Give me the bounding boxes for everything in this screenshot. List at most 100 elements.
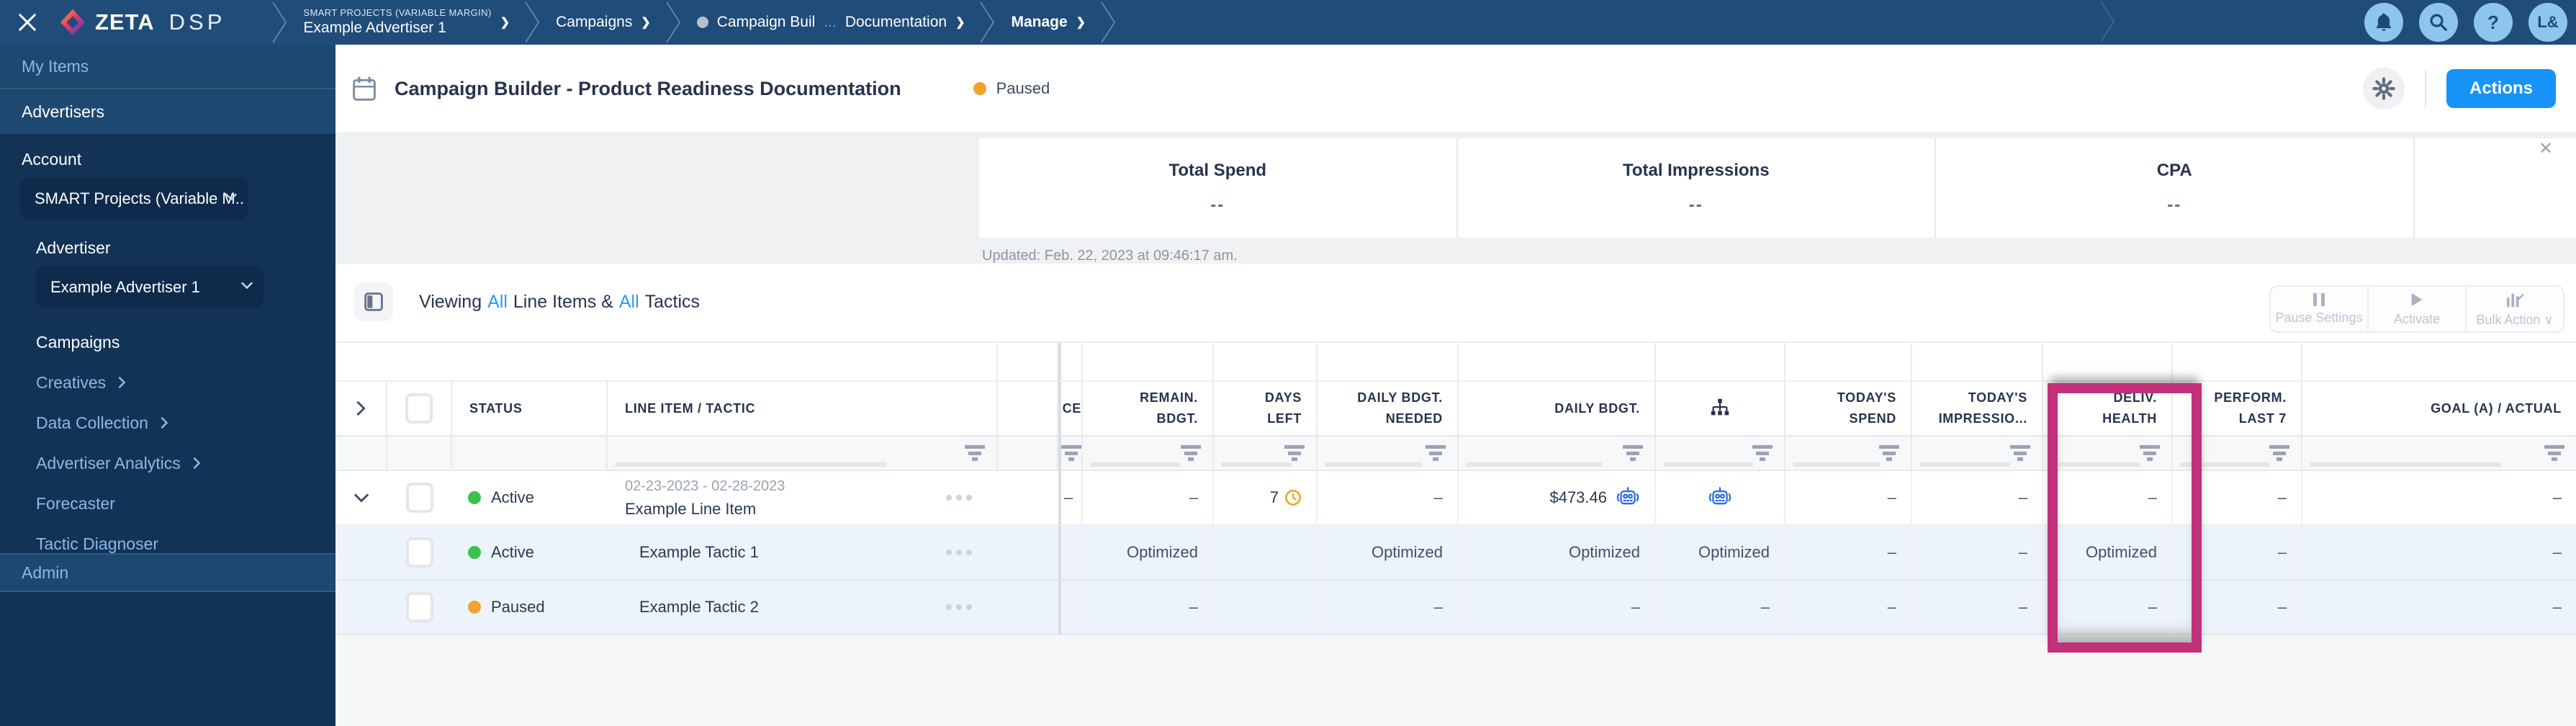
col-goal-actual[interactable]: GOAL (A) / ACTUAL <box>2302 382 2576 436</box>
robot-icon[interactable] <box>1708 487 1732 508</box>
filter-icon[interactable] <box>1181 445 1201 461</box>
filter-todays-spend[interactable] <box>1785 436 1912 471</box>
filter-icon[interactable] <box>2269 445 2289 461</box>
account-select[interactable]: SMART Projects (Variable M.. <box>20 178 248 220</box>
all-tactics-link[interactable]: All <box>618 291 639 312</box>
user-avatar[interactable]: L& <box>2528 3 2567 42</box>
sidebar-item-campaigns[interactable]: Campaigns <box>0 331 335 353</box>
col-delivery-health[interactable]: DELIV. HEALTH <box>2043 382 2173 436</box>
paused-status-dot <box>973 82 986 95</box>
close-icon[interactable] <box>0 13 55 32</box>
status-label: Paused <box>491 598 545 616</box>
advertiser-select[interactable]: Example Advertiser 1 <box>36 266 264 308</box>
filter-delivery-health[interactable] <box>2043 436 2173 471</box>
filter-todays-impressions[interactable] <box>1912 436 2043 471</box>
line-item-cell[interactable]: 02-23-2023 - 02-28-2023 Example Line Ite… <box>608 471 998 526</box>
filter-icon[interactable] <box>1879 445 1899 461</box>
column-panel-button[interactable] <box>354 282 393 321</box>
row-checkbox[interactable] <box>406 537 433 568</box>
filter-remaining-budget[interactable] <box>1083 436 1214 471</box>
filter-family[interactable] <box>1656 436 1785 471</box>
tactic-cell[interactable]: Example Tactic 2 <box>608 581 998 635</box>
sidebar-item-label: Advertiser Analytics <box>36 453 181 472</box>
select-all-checkbox[interactable] <box>405 393 433 424</box>
help-button[interactable]: ? <box>2474 3 2513 42</box>
sidebar-item-data-collection[interactable]: Data Collection <box>0 412 335 434</box>
sidebar-item-creatives[interactable]: Creatives <box>0 372 335 393</box>
sidebar-item-admin[interactable]: Admin <box>0 553 335 592</box>
filter-icon[interactable] <box>965 445 985 461</box>
col-family[interactable] <box>1656 382 1785 436</box>
daily-budget-needed-cell: Optimized <box>1318 526 1459 581</box>
bulk-action-button[interactable]: Bulk Action ∨ <box>2465 287 2563 331</box>
pause-settings-button[interactable]: Pause Settings <box>2271 287 2367 331</box>
col-daily-budget[interactable]: DAILY BDGT. <box>1459 382 1656 436</box>
filter-pace[interactable] <box>1058 436 1083 471</box>
breadcrumb-campaigns[interactable]: Campaigns ❯ <box>556 14 651 31</box>
filter-icon[interactable] <box>1284 445 1305 461</box>
campaign-status-dot <box>696 17 708 28</box>
filter-line-item[interactable] <box>608 436 998 471</box>
col-todays-impressions[interactable]: TODAY'S IMPRESSIO... <box>1912 382 2043 436</box>
sidebar-item-advertisers[interactable]: Advertisers <box>0 88 335 134</box>
settings-button[interactable] <box>2362 68 2405 109</box>
filter-goal-actual[interactable] <box>2302 436 2576 471</box>
bell-icon <box>2376 13 2392 32</box>
tactic-cell[interactable]: Example Tactic 1 <box>608 526 998 581</box>
filter-icon[interactable] <box>2544 445 2564 461</box>
stat-value: -- <box>1688 195 1703 215</box>
sidebar-item-forecaster[interactable]: Forecaster <box>0 493 335 514</box>
breadcrumb-campaign[interactable]: Campaign Buil ... Documentation ❯ <box>696 14 965 31</box>
row-menu-icon[interactable] <box>946 550 972 555</box>
row-select-cell <box>387 581 452 635</box>
search-button[interactable] <box>2419 3 2458 42</box>
breadcrumb-account-advertiser[interactable]: SMART PROJECTS (VARIABLE MARGIN) Example… <box>303 7 510 38</box>
breadcrumb-manage[interactable]: Manage ❯ <box>1011 14 1086 31</box>
col-daily-budget-needed[interactable]: DAILY BDGT. NEEDED <box>1318 382 1459 436</box>
robot-icon[interactable] <box>1616 487 1640 508</box>
sidebar-item-my-items[interactable]: My Items <box>22 57 89 76</box>
col-line-item-tactic[interactable]: LINE ITEM / TACTIC <box>608 382 998 436</box>
daily-budget-needed-cell: – <box>1318 471 1459 526</box>
zeta-dsp-logo[interactable]: ZETA DSP <box>60 9 225 36</box>
filter-icon[interactable] <box>1623 445 1643 461</box>
filter-icon[interactable] <box>1426 445 1446 461</box>
col-pace[interactable]: PACE <box>1058 382 1083 436</box>
col-todays-spend[interactable]: TODAY'S SPEND <box>1785 382 1912 436</box>
filter-performance-last7[interactable] <box>2173 436 2302 471</box>
col-days-left[interactable]: DAYS LEFT <box>1214 382 1318 436</box>
close-stats-icon[interactable]: ✕ <box>2538 139 2553 158</box>
filter-daily-budget-needed[interactable] <box>1318 436 1459 471</box>
actions-button[interactable]: Actions <box>2446 69 2556 108</box>
row-menu-icon[interactable] <box>946 495 972 501</box>
filter-icon[interactable] <box>1061 445 1081 461</box>
notifications-button[interactable] <box>2364 3 2403 42</box>
stat-label: CPA <box>2156 161 2192 180</box>
collapse-all-cell[interactable] <box>335 382 387 436</box>
filter-daily-budget[interactable] <box>1459 436 1656 471</box>
filter-icon[interactable] <box>2010 445 2030 461</box>
breadcrumb-truncation-dots: ... <box>824 14 837 30</box>
expand-cell[interactable] <box>335 471 387 526</box>
row-checkbox[interactable] <box>406 483 433 513</box>
col-remaining-budget[interactable]: REMAIN. BDGT. <box>1083 382 1214 436</box>
activate-button[interactable]: Activate <box>2367 287 2465 331</box>
all-line-items-link[interactable]: All <box>487 291 508 312</box>
col-performance-last7[interactable]: PERFORM. LAST 7 <box>2173 382 2302 436</box>
question-mark-icon: ? <box>2487 11 2499 33</box>
zeta-diamond-icon <box>60 9 85 36</box>
sidebar: My Items Advertisers Account SMART Proje… <box>0 45 335 726</box>
filter-days-left[interactable] <box>1214 436 1318 471</box>
sidebar-item-advertiser-analytics[interactable]: Advertiser Analytics <box>0 452 335 474</box>
chevron-right-icon: ❯ <box>500 17 510 29</box>
activate-label: Activate <box>2393 311 2441 326</box>
col-status[interactable]: STATUS <box>452 382 608 436</box>
filter-icon[interactable] <box>2140 445 2160 461</box>
brand-zeta: ZETA <box>95 9 155 35</box>
sidebar-item-tactic-diagnoser[interactable]: Tactic Diagnoser <box>0 533 335 555</box>
row-checkbox[interactable] <box>406 592 433 622</box>
paused-status-dot <box>468 601 481 614</box>
filter-icon[interactable] <box>1752 445 1773 461</box>
row-menu-icon[interactable] <box>946 604 972 610</box>
chevron-down-icon <box>240 282 253 290</box>
